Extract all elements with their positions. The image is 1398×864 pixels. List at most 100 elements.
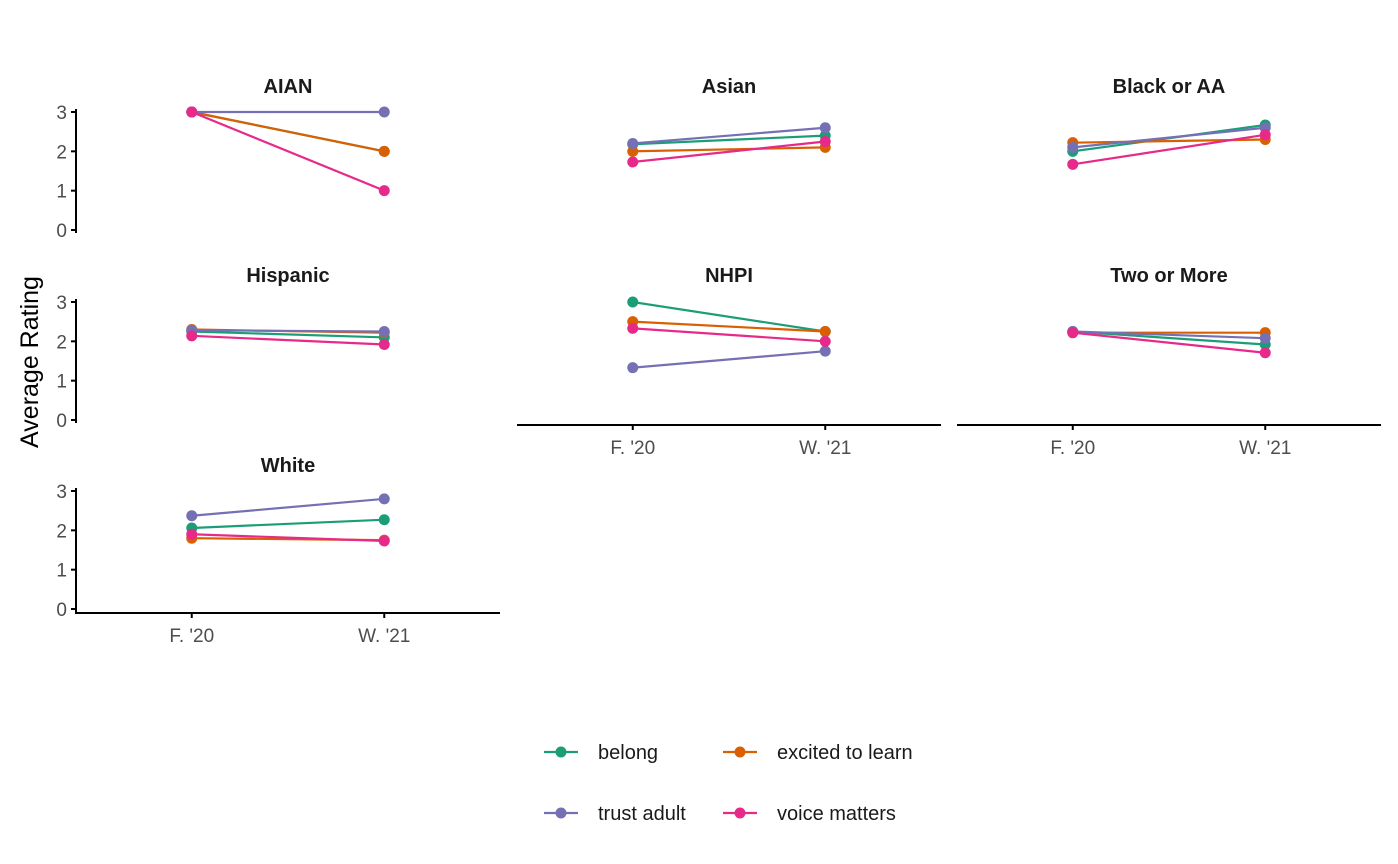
series-line-voice-matters	[1072, 331, 1266, 354]
series-line-voice-matters	[191, 533, 385, 543]
panel-hispanic: Hispanic 0 1 2 3	[56, 265, 390, 432]
point-trust-adult	[819, 122, 831, 134]
panel-two-or-more: Two or More	[1067, 265, 1271, 359]
x-tick-label: W. '21	[358, 626, 410, 647]
series-line-trust-adult	[191, 329, 385, 333]
series-line-voice-matters	[632, 140, 826, 164]
series-line-trust-adult	[1072, 126, 1266, 149]
series-line-belong	[191, 330, 385, 339]
series-line-voice-matters	[191, 334, 385, 346]
panel-aian: AIAN 0 1 2 3	[56, 76, 390, 242]
point-voice-matters	[819, 136, 831, 147]
y-tick-label: 0	[56, 600, 67, 621]
series-line-belong	[632, 300, 826, 333]
x-tick-label: F. '20	[610, 438, 655, 459]
legend-item-trust-adult: trust adult	[544, 803, 686, 825]
point-trust-adult	[1067, 141, 1079, 153]
y-tick-label: 2	[56, 521, 67, 542]
series-line-excited-to-learn	[632, 320, 826, 333]
point-trust-adult	[819, 345, 831, 357]
point-voice-matters	[378, 535, 390, 547]
x-tick-label: W. '21	[1239, 438, 1291, 459]
y-tick-label: 3	[56, 293, 67, 314]
panel-title: Two or More	[1110, 265, 1227, 287]
point-belong	[378, 514, 390, 526]
point-excited-to-learn	[627, 145, 639, 157]
point-excited-to-learn	[819, 326, 831, 337]
series-line-belong	[632, 134, 826, 146]
panel-nhpi: NHPI	[627, 265, 831, 374]
series-line-excited-to-learn	[632, 146, 826, 153]
panel-black-or-aa: Black or AA	[1067, 76, 1271, 170]
legend-label: excited to learn	[777, 742, 913, 764]
point-voice-matters	[186, 106, 198, 118]
legend-label: belong	[598, 742, 658, 764]
panel-title: White	[261, 455, 315, 477]
y-tick-label: 3	[56, 103, 67, 124]
point-trust-adult	[627, 137, 639, 149]
point-trust-adult	[378, 326, 390, 337]
legend-item-excited-to-learn: excited to learn	[723, 742, 913, 764]
point-trust-adult	[378, 106, 390, 118]
point-voice-matters	[1259, 347, 1271, 359]
panel-title: Hispanic	[246, 265, 329, 287]
point-voice-matters	[1259, 129, 1271, 141]
panel-asian: Asian	[627, 76, 831, 168]
point-voice-matters	[627, 156, 639, 168]
series-line-trust-adult	[191, 497, 385, 517]
x-axis: F. '20 W. '21	[75, 612, 500, 647]
panel-title: Black or AA	[1113, 76, 1226, 98]
series-line-voice-matters	[191, 110, 385, 192]
series-line-trust-adult	[1072, 330, 1266, 340]
legend-key-point	[555, 807, 567, 819]
legend-label: trust adult	[598, 803, 686, 825]
panel-title: NHPI	[705, 265, 753, 287]
y-tick-label: 3	[56, 482, 67, 503]
x-axis: F. '20 W. '21	[957, 424, 1381, 459]
panels: AIAN 0 1 2 3 Asian Black or AA Hispanic 0 1 2 3 NHPI…	[56, 76, 1271, 621]
point-trust-adult	[627, 362, 639, 374]
legend-item-voice-matters: voice matters	[723, 803, 896, 825]
y-tick-label: 1	[56, 561, 67, 582]
point-voice-matters	[819, 335, 831, 347]
point-belong	[627, 296, 639, 308]
x-axis: F. '20 W. '21	[517, 424, 941, 459]
point-voice-matters	[1067, 158, 1079, 170]
legend-item-belong: belong	[544, 742, 658, 764]
point-voice-matters	[1067, 327, 1079, 339]
y-axis-title: Average Rating	[16, 276, 44, 448]
legend-label: voice matters	[777, 803, 896, 825]
point-excited-to-learn	[378, 145, 390, 157]
panel-white: White 0 1 2 3	[56, 455, 390, 621]
point-voice-matters	[627, 322, 639, 334]
point-trust-adult	[378, 493, 390, 505]
legend-key-point	[555, 746, 567, 758]
legend-key-point	[734, 746, 746, 758]
series-line-trust-adult	[632, 126, 826, 145]
panel-title: Asian	[702, 76, 756, 98]
series-line-belong	[191, 518, 385, 530]
x-tick-label: F. '20	[169, 626, 214, 647]
y-tick-label: 0	[56, 221, 67, 242]
y-tick-label: 1	[56, 182, 67, 203]
x-tick-label: F. '20	[1050, 438, 1095, 459]
panel-title: AIAN	[264, 76, 313, 98]
point-trust-adult	[186, 510, 198, 522]
series-line-trust-adult	[632, 350, 826, 369]
point-voice-matters	[378, 185, 390, 197]
y-tick-label: 2	[56, 332, 67, 353]
series-line-voice-matters	[632, 327, 826, 343]
series-line-voice-matters	[1072, 133, 1266, 166]
x-tick-label: W. '21	[799, 438, 851, 459]
x-axes: F. '20 W. '21 F. '20 W. '21 F. '20 W. '21	[75, 424, 1381, 647]
point-trust-adult	[1259, 332, 1271, 344]
point-voice-matters	[186, 528, 198, 540]
y-tick-label: 1	[56, 372, 67, 393]
legend-key-point	[734, 807, 746, 819]
point-voice-matters	[378, 338, 390, 350]
point-voice-matters	[186, 330, 198, 342]
series-line-excited-to-learn	[191, 110, 385, 153]
y-tick-label: 0	[56, 411, 67, 432]
y-tick-label: 2	[56, 142, 67, 163]
